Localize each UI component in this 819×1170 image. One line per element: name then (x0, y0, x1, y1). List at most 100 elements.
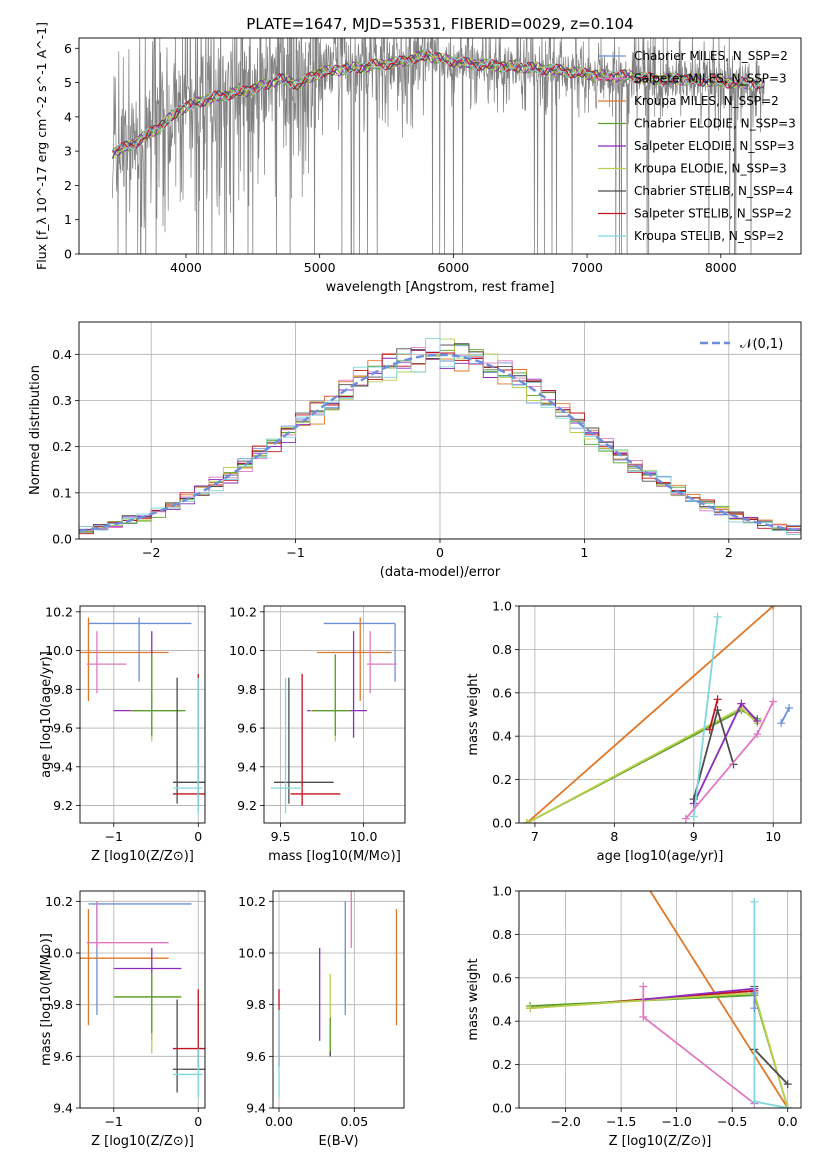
y-axis-label: Normed distribution (28, 365, 43, 495)
x-tick-label: 1 (580, 545, 588, 560)
x-axis-label: mass [log10(M/M⊙)] (268, 849, 401, 864)
y-tick-label: 9.6 (53, 721, 73, 736)
mass-weight-marker (750, 988, 759, 997)
x-tick-label: 0 (194, 1114, 202, 1129)
mass-weight-marker (713, 695, 722, 704)
y-tick-label: 10.0 (238, 946, 266, 961)
x-tick-label: 2 (725, 545, 733, 560)
y-tick-label: 9.8 (246, 997, 266, 1012)
x-axis-label: Z [log10(Z/Z⊙)] (91, 1134, 194, 1149)
legend-label: Chabrier ELODIE, N_SSP=3 (634, 117, 796, 131)
mass-weight-marker (785, 703, 794, 712)
y-tick-label: 0.1 (52, 485, 72, 500)
y-tick-label: 0.0 (52, 532, 72, 547)
mass-weight-marker (689, 812, 698, 821)
y-tick-label: 0.2 (492, 772, 512, 787)
mass-weight-line (643, 987, 755, 1001)
x-tick-label: 7000 (571, 260, 603, 275)
y-tick-label: 0.4 (52, 347, 72, 362)
axes-frame (263, 605, 406, 824)
x-tick-label: 0 (194, 829, 202, 844)
legend-label: 𝒩(0,1) (740, 337, 783, 352)
figure-title: PLATE=1647, MJD=53531, FIBERID=0029, z=0… (246, 15, 633, 33)
mass-weight-line (642, 986, 755, 1105)
y-tick-label: 1.0 (492, 599, 512, 614)
y-tick-label: 9.8 (53, 997, 73, 1012)
x-tick-label: 0.05 (340, 1114, 368, 1129)
model-spectrum-line (112, 50, 764, 154)
x-axis-label: wavelength [Angstrom, rest frame] (326, 280, 555, 295)
x-axis-label: Z [log10(Z/Z⊙)] (609, 1134, 712, 1149)
y-tick-label: 2 (64, 178, 72, 193)
legend-label: Kroupa MILES, N_SSP=2 (634, 94, 779, 108)
axes-frame (78, 321, 802, 540)
legend-label: Chabrier STELIB, N_SSP=4 (634, 184, 793, 198)
mass-weight-line (753, 901, 788, 1108)
axes-frame (78, 37, 802, 255)
x-tick-label: −1 (286, 545, 304, 560)
mass-weight-line (780, 707, 790, 724)
x-axis-label: E(B-V) (318, 1134, 358, 1149)
x-tick-label: 10 (765, 829, 781, 844)
x-tick-label: 4000 (170, 260, 202, 275)
y-tick-label: 9.4 (53, 759, 73, 774)
mass-weight-marker (526, 1004, 535, 1013)
mass-weight-marker (639, 982, 648, 991)
y-tick-label: 9.8 (237, 682, 257, 697)
plot-area (80, 901, 205, 1098)
y-tick-label: 9.4 (246, 1101, 266, 1116)
plot-area (80, 617, 205, 814)
y-tick-label: 10.2 (45, 894, 73, 909)
x-tick-label: −2 (142, 545, 160, 560)
model-spectrum-line (112, 52, 764, 159)
axes-frame (79, 890, 206, 1109)
y-tick-label: 10.2 (45, 604, 73, 619)
y-tick-label: 9.2 (53, 798, 73, 813)
y-tick-label: 0.4 (492, 1014, 512, 1029)
y-tick-label: 0.3 (52, 393, 72, 408)
y-axis-label: mass weight (466, 673, 481, 755)
plot-area (111, 38, 765, 254)
y-tick-label: 1.0 (492, 884, 512, 899)
y-tick-label: 0 (64, 247, 72, 262)
mass-weight-marker (783, 1104, 792, 1108)
y-tick-label: 10.2 (238, 894, 266, 909)
mass-weight-marker (783, 1080, 792, 1089)
x-tick-label: 9.5 (271, 829, 291, 844)
x-tick-label: 10.0 (350, 829, 378, 844)
chart-mass_weight_vs_Z: −2.0 −1.5 −1.0 −0.5 0.0 0.0 0.2 0.4 0.6 0.8 1.0 Z [… (466, 884, 802, 1149)
x-axis-label: (data-model)/error (380, 565, 501, 580)
chart-mass_vs_Z: −1 0 9.4 9.6 9.8 10.0 10.2 Z [log10(Z/Z⊙)] mass … (39, 890, 206, 1149)
y-tick-label: 1 (64, 212, 72, 227)
y-axis-label: mass weight (466, 958, 481, 1040)
mass-weight-marker (777, 719, 786, 728)
legend-label: Salpeter MILES, N_SSP=3 (634, 72, 787, 86)
x-axis-label: Z [log10(Z/Z⊙)] (91, 849, 194, 864)
mass-weight-line (526, 606, 774, 823)
mass-weight-marker (769, 606, 778, 610)
y-tick-label: 0.2 (492, 1057, 512, 1072)
legend-label: Chabrier MILES, N_SSP=2 (634, 49, 788, 63)
x-tick-label: −0.5 (717, 1114, 747, 1129)
mass-weight-marker (681, 814, 690, 823)
y-tick-label: 0.4 (492, 729, 512, 744)
y-tick-label: 0.8 (492, 927, 512, 942)
x-tick-label: 8000 (705, 260, 737, 275)
y-tick-label: 9.4 (53, 1101, 73, 1116)
plot-area (79, 338, 801, 535)
chart-age_vs_mass: 9.5 10.0 9.2 9.4 9.6 9.8 10.0 10.2 mass [log10(M… (229, 604, 406, 864)
chart-mass_weight_vs_age: 7 8 9 10 0.0 0.2 0.4 0.6 0.8 1.0 age [log10(age/yr… (466, 599, 802, 864)
legend-label: Salpeter ELODIE, N_SSP=3 (634, 139, 795, 153)
spectrum-legend: Chabrier MILES, N_SSP=2 Salpeter MILES, N… (598, 49, 796, 243)
x-tick-label: −2.0 (550, 1114, 580, 1129)
x-tick-label: 9 (690, 829, 698, 844)
axes-frame (518, 890, 802, 1109)
chart-residuals: −2 −1 0 1 2 0.0 0.1 0.2 0.3 0.4 (data-model)/error… (28, 321, 802, 580)
y-tick-label: 9.6 (237, 721, 257, 736)
y-tick-label: 0.2 (52, 439, 72, 454)
axes-frame (272, 890, 405, 1109)
x-tick-label: −1 (105, 1114, 123, 1129)
mass-weight-line (530, 992, 789, 1108)
chart-mass_vs_ebv: 0.00 0.05 9.4 9.6 9.8 10.0 10.2 E(B-V) (238, 890, 405, 1149)
